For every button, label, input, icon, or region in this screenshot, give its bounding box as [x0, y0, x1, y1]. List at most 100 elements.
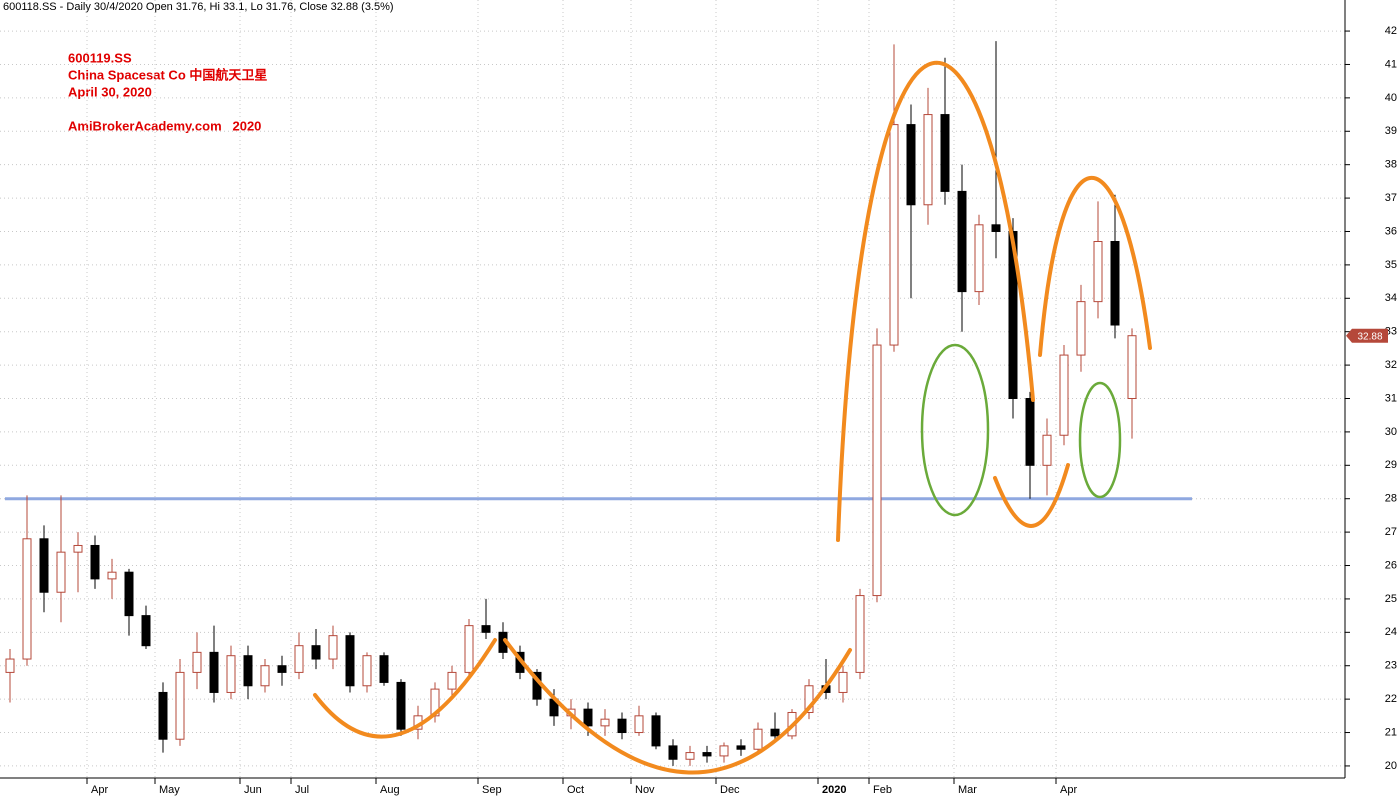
candle-body [1042, 434, 1052, 466]
y-tick-label: 40 [1385, 92, 1397, 104]
candle-body [991, 224, 1001, 232]
candle-body [141, 615, 151, 647]
x-tick-label: Dec [720, 784, 740, 796]
y-tick-label: 34 [1385, 292, 1397, 304]
x-tick-label: Aug [380, 784, 400, 796]
candle-body [651, 715, 661, 747]
candle-body [481, 625, 491, 633]
candle-body [260, 665, 270, 687]
candle-body [838, 671, 848, 693]
candle-body [685, 752, 695, 760]
candle-body [974, 224, 984, 293]
candle-body [294, 645, 304, 673]
candle-body [345, 635, 355, 687]
candle-body [124, 571, 134, 617]
candle-body [855, 595, 865, 673]
candle-body [736, 745, 746, 750]
candle-body [226, 655, 236, 693]
arc [313, 638, 497, 739]
candle-body [753, 728, 763, 750]
last-price-label: 32.88 [1357, 331, 1382, 342]
x-tick-label: Mar [958, 784, 977, 796]
candle-body [1093, 241, 1103, 303]
candle-body [311, 645, 321, 660]
x-tick-label: May [159, 784, 180, 796]
candle-body [243, 655, 253, 687]
y-tick-label: 27 [1385, 526, 1397, 538]
candle-body [192, 651, 202, 673]
candle-body [362, 655, 372, 687]
y-tick-label: 26 [1385, 559, 1397, 571]
y-tick-label: 31 [1385, 392, 1397, 404]
candle-body [447, 671, 457, 690]
candle-body [1076, 301, 1086, 356]
title-line: AmiBrokerAcademy.com 2020 [68, 118, 261, 133]
candle-body [56, 551, 66, 593]
x-tick-label: Feb [873, 784, 892, 796]
x-tick-label: Apr [1060, 784, 1077, 796]
candle-body [175, 671, 185, 740]
y-tick-label: 23 [1385, 660, 1397, 672]
y-tick-label: 29 [1385, 459, 1397, 471]
candle-body [209, 651, 219, 693]
x-tick-label: 2020 [822, 784, 846, 796]
candle-body [872, 344, 882, 597]
candle-body [770, 728, 780, 737]
y-tick-label: 21 [1385, 726, 1397, 738]
x-tick-label: Jul [295, 784, 309, 796]
arc [836, 60, 1035, 542]
ellipse [920, 343, 990, 517]
arc [1038, 176, 1152, 357]
annotations [313, 60, 1152, 775]
y-tick-label: 36 [1385, 225, 1397, 237]
ellipse [1078, 381, 1122, 499]
candle-body [719, 745, 729, 757]
candles [5, 41, 1137, 766]
title-line: 600119.SS [68, 50, 132, 65]
y-tick-label: 37 [1385, 192, 1397, 204]
x-tick-label: Nov [635, 784, 655, 796]
y-tick-label: 22 [1385, 693, 1397, 705]
candle-body [957, 190, 967, 293]
candle-body [379, 655, 389, 683]
candle-body [923, 114, 933, 206]
arc [503, 638, 852, 775]
chart-header: 600118.SS - Daily 30/4/2020 Open 31.76, … [3, 1, 394, 13]
last-price-box [1346, 328, 1388, 343]
grid [0, 0, 1345, 778]
candle-body [328, 635, 338, 660]
candle-body [668, 745, 678, 760]
y-tick-label: 35 [1385, 259, 1397, 271]
candle-body [702, 752, 712, 757]
candle-body [5, 658, 15, 673]
y-tick-label: 41 [1385, 58, 1397, 70]
candle-body [804, 685, 814, 713]
candle-body [107, 571, 117, 580]
arc [993, 463, 1070, 528]
candle-body [1127, 335, 1137, 400]
candle-body [39, 538, 49, 593]
x-tick-label: Apr [91, 784, 108, 796]
candle-body [396, 681, 406, 730]
title-line: April 30, 2020 [68, 84, 152, 99]
candle-body [906, 124, 916, 206]
y-tick-label: 39 [1385, 125, 1397, 137]
y-tick-label: 32 [1385, 359, 1397, 371]
y-tick-label: 38 [1385, 159, 1397, 171]
candle-body [940, 114, 950, 192]
candle-body [889, 124, 899, 346]
y-tick-label: 25 [1385, 593, 1397, 605]
y-tick-label: 28 [1385, 493, 1397, 505]
candle-body [1110, 241, 1120, 326]
candle-body [600, 718, 610, 727]
x-tick-label: Jun [244, 784, 262, 796]
x-tick-label: Oct [567, 784, 584, 796]
candle-body [73, 544, 83, 553]
candle-body [634, 715, 644, 734]
y-tick-label: 42 [1385, 25, 1397, 37]
y-tick-label: 30 [1385, 426, 1397, 438]
candle-body [583, 708, 593, 727]
candle-body [90, 544, 100, 580]
candle-body [617, 718, 627, 734]
x-tick-label: Sep [482, 784, 502, 796]
